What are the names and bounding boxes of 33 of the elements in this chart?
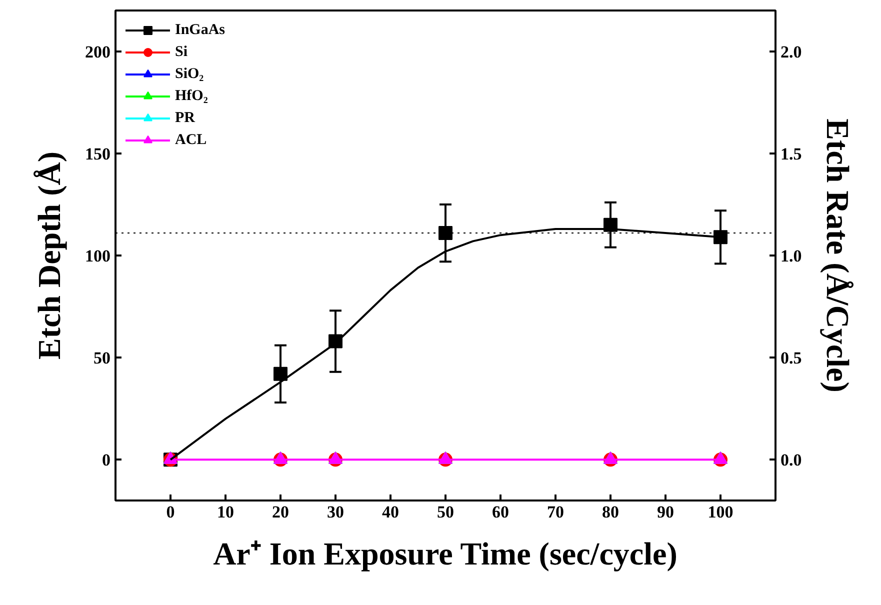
y2-tick-label: 0.5 bbox=[780, 348, 802, 368]
legend-label: InGaAs bbox=[175, 22, 226, 38]
x-tick-label: 20 bbox=[272, 502, 289, 522]
x-tick-label: 70 bbox=[547, 502, 564, 522]
y-tick-label: 0 bbox=[102, 450, 110, 470]
legend-label: Si bbox=[175, 44, 189, 60]
y-tick-label: 150 bbox=[85, 144, 110, 164]
x-tick-label: 50 bbox=[437, 502, 454, 522]
y2-tick-label: 1.5 bbox=[780, 144, 802, 164]
y-axis-title: Etch Depth (Å) bbox=[31, 152, 67, 360]
y2-tick-label: 1.0 bbox=[780, 246, 802, 266]
x-tick-label: 40 bbox=[382, 502, 399, 522]
point bbox=[714, 230, 728, 244]
x-tick-label: 60 bbox=[492, 502, 509, 522]
x-axis-title: Ar⁺ Ion Exposure Time (sec/cycle) bbox=[213, 536, 678, 572]
x-tick-label: 0 bbox=[166, 502, 175, 522]
x-tick-label: 10 bbox=[217, 502, 234, 522]
legend-label: SiO₂ bbox=[175, 66, 204, 82]
y-tick-label: 200 bbox=[85, 42, 110, 62]
y2-tick-label: 0.0 bbox=[780, 450, 802, 470]
y2-axis-title: Etch Rate (Å/Cycle) bbox=[820, 118, 856, 392]
legend-label: PR bbox=[175, 110, 195, 126]
x-tick-label: 80 bbox=[602, 502, 619, 522]
point bbox=[274, 366, 288, 381]
legend-label: HfO₂ bbox=[175, 88, 208, 104]
x-tick-label: 30 bbox=[327, 502, 344, 522]
y-tick-label: 50 bbox=[94, 348, 110, 368]
legend-label: ACL bbox=[175, 132, 207, 148]
x-tick-label: 90 bbox=[657, 502, 674, 522]
y-tick-label: 100 bbox=[85, 246, 110, 266]
point bbox=[438, 226, 452, 240]
x-tick-label: 100 bbox=[708, 502, 734, 522]
y2-tick-label: 2.0 bbox=[780, 42, 802, 62]
